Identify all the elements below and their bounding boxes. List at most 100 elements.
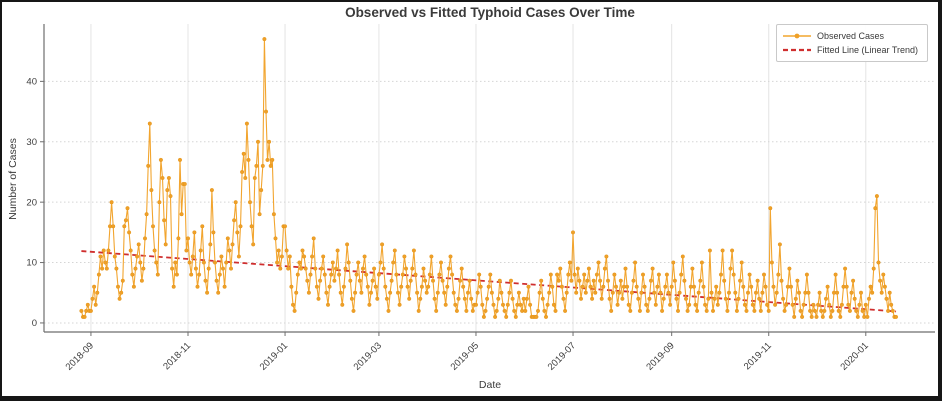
observed-marker <box>435 290 440 295</box>
x-tick-label: 2018-09 <box>64 340 96 372</box>
observed-marker <box>365 284 370 289</box>
observed-marker <box>760 290 765 295</box>
observed-marker <box>558 266 563 271</box>
observed-marker <box>443 302 448 307</box>
observed-marker <box>176 236 181 241</box>
vertical-gridlines <box>90 24 867 332</box>
observed-marker <box>388 290 393 295</box>
y-tick-label: 0 <box>32 318 37 329</box>
observed-marker <box>408 278 413 283</box>
observed-marker <box>777 242 782 247</box>
observed-marker <box>489 290 494 295</box>
observed-marker <box>513 314 518 319</box>
observed-marker <box>539 278 544 283</box>
observed-marker <box>224 260 229 265</box>
observed-marker <box>644 302 649 307</box>
observed-marker <box>773 302 778 307</box>
observed-marker <box>439 260 444 265</box>
observed-marker <box>418 296 423 301</box>
chart-title: Observed vs Fitted Typhoid Cases Over Ti… <box>345 5 635 20</box>
observed-marker <box>456 296 461 301</box>
observed-marker <box>397 302 402 307</box>
observed-marker <box>744 308 749 313</box>
observed-marker <box>878 278 883 283</box>
observed-marker <box>381 266 386 271</box>
observed-marker <box>96 272 101 277</box>
observed-marker <box>601 284 606 289</box>
observed-marker <box>284 248 289 253</box>
observed-marker <box>158 157 163 162</box>
observed-marker <box>524 296 529 301</box>
observed-marker <box>411 248 416 253</box>
observed-marker <box>141 266 146 271</box>
observed-marker <box>448 254 453 259</box>
observed-marker <box>327 284 332 289</box>
observed-marker <box>774 290 779 295</box>
observed-marker <box>719 272 724 277</box>
observed-marker <box>496 296 501 301</box>
observed-marker <box>383 284 388 289</box>
observed-marker <box>265 157 270 162</box>
observed-marker <box>314 284 319 289</box>
observed-marker <box>798 308 803 313</box>
observed-marker <box>874 194 879 199</box>
observed-marker <box>437 272 442 277</box>
observed-marker <box>217 272 222 277</box>
observed-marker <box>677 290 682 295</box>
observed-marker <box>797 290 802 295</box>
observed-marker <box>709 290 714 295</box>
observed-marker <box>238 224 243 229</box>
observed-marker <box>620 296 625 301</box>
observed-marker <box>424 290 429 295</box>
observed-marker <box>341 284 346 289</box>
observed-marker <box>551 302 556 307</box>
observed-marker <box>633 260 638 265</box>
observed-marker <box>703 302 708 307</box>
observed-marker <box>723 296 728 301</box>
observed-marker <box>142 236 147 241</box>
observed-marker <box>739 260 744 265</box>
observed-marker <box>95 290 100 295</box>
observed-marker <box>295 272 300 277</box>
observed-marker <box>868 284 873 289</box>
observed-marker <box>324 290 329 295</box>
observed-marker <box>750 302 755 307</box>
observed-marker <box>695 308 700 313</box>
observed-marker <box>421 266 426 271</box>
observed-marker <box>462 296 467 301</box>
observed-marker <box>615 302 620 307</box>
observed-marker <box>833 272 838 277</box>
observed-marker <box>485 296 490 301</box>
observed-marker <box>680 254 685 259</box>
observed-marker <box>197 272 202 277</box>
observed-marker <box>311 236 316 241</box>
observed-marker <box>386 308 391 313</box>
observed-marker <box>545 302 550 307</box>
observed-marker <box>114 266 119 271</box>
observed-marker <box>822 308 827 313</box>
observed-marker <box>292 308 297 313</box>
observed-marker <box>206 266 211 271</box>
observed-marker <box>617 290 622 295</box>
observed-marker <box>165 188 170 193</box>
observed-marker <box>195 284 200 289</box>
observed-marker <box>693 302 698 307</box>
observed-marker <box>768 206 773 211</box>
observed-marker <box>404 266 409 271</box>
observed-marker <box>690 266 695 271</box>
observed-marker <box>432 296 437 301</box>
observed-marker <box>367 302 372 307</box>
observed-marker <box>668 302 673 307</box>
observed-marker <box>138 260 143 265</box>
observed-marker <box>478 284 483 289</box>
observed-marker <box>769 260 774 265</box>
observed-marker <box>357 278 362 283</box>
observed-marker <box>518 302 523 307</box>
observed-marker <box>262 37 267 42</box>
observed-marker <box>209 188 214 193</box>
observed-marker <box>537 290 542 295</box>
observed-marker <box>326 302 331 307</box>
observed-marker <box>747 272 752 277</box>
observed-marker <box>345 242 350 247</box>
